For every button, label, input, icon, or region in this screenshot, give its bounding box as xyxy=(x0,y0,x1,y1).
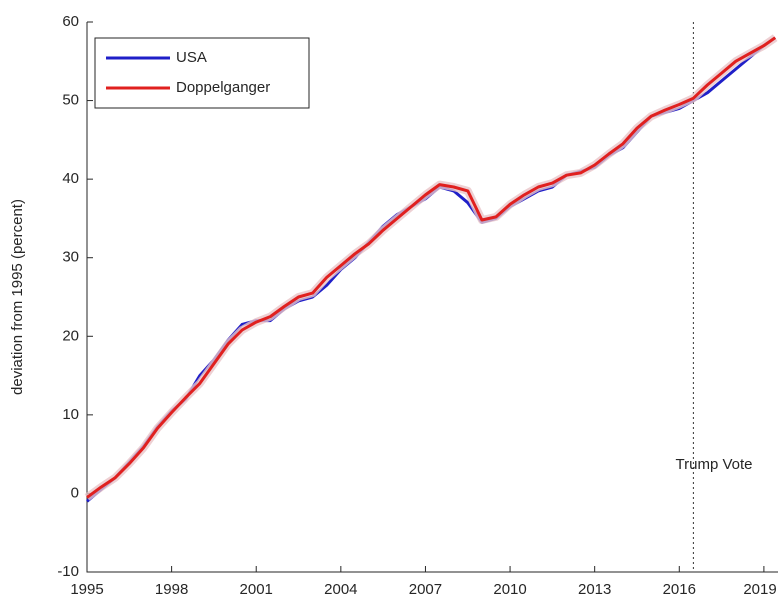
y-tick-label: 0 xyxy=(71,484,79,501)
y-tick-label: 60 xyxy=(62,13,79,30)
x-tick-label: 1995 xyxy=(70,581,103,598)
y-tick-label: 10 xyxy=(62,406,79,423)
legend-label: Doppelganger xyxy=(176,79,270,96)
legend-label: USA xyxy=(176,49,207,66)
x-tick-label: 2004 xyxy=(324,581,357,598)
series-line xyxy=(86,36,777,499)
annotation: Trump Vote xyxy=(676,456,753,473)
x-tick-label: 2019 xyxy=(743,581,776,598)
x-tick-label: 2001 xyxy=(240,581,273,598)
y-tick-label: -10 xyxy=(57,563,79,580)
x-tick-label: 1998 xyxy=(155,581,188,598)
x-tick-label: 2016 xyxy=(663,581,696,598)
y-tick-label: 30 xyxy=(62,249,79,266)
legend-box xyxy=(94,37,310,109)
y-tick-label: 50 xyxy=(62,92,79,109)
y-axis-label: deviation from 1995 (percent) xyxy=(9,199,26,395)
y-tick-label: 20 xyxy=(62,327,79,344)
y-tick-label: 40 xyxy=(62,170,79,187)
x-tick-label: 2007 xyxy=(409,581,442,598)
x-tick-label: 2013 xyxy=(578,581,611,598)
x-tick-label: 2010 xyxy=(493,581,526,598)
